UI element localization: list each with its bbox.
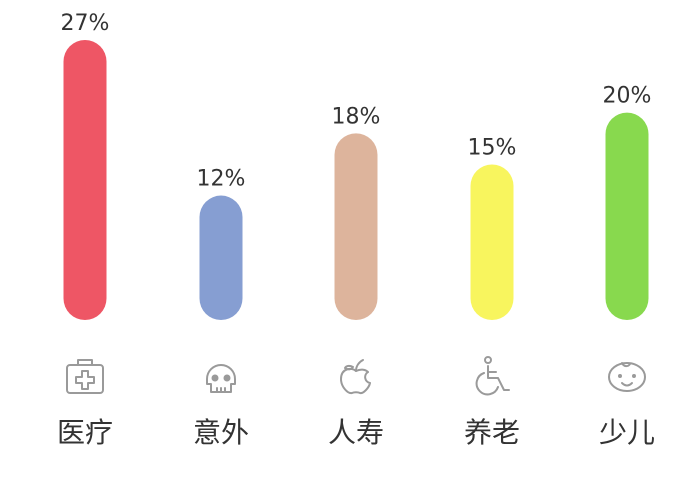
category-label-3: 人寿 bbox=[328, 416, 384, 449]
value-label-2: 12% bbox=[197, 167, 246, 192]
apple-icon bbox=[340, 359, 371, 395]
value-label-3: 18% bbox=[332, 104, 381, 129]
category-labels-layer: 医疗 意外 人寿 养老 少儿 bbox=[57, 416, 655, 449]
category-label-2: 意外 bbox=[193, 416, 249, 449]
value-labels-layer: 27% 12% 18% 15% 20% bbox=[61, 11, 652, 192]
bars-layer bbox=[63, 40, 649, 320]
baby-face-icon bbox=[608, 362, 646, 392]
bar-3 bbox=[334, 133, 378, 320]
category-label-4: 养老 bbox=[464, 416, 520, 449]
icons-layer bbox=[66, 356, 646, 396]
bar-4 bbox=[470, 164, 514, 320]
skull-icon bbox=[206, 364, 236, 393]
category-label-1: 医疗 bbox=[57, 416, 113, 449]
value-label-5: 20% bbox=[603, 84, 652, 109]
category-label-5: 少儿 bbox=[599, 416, 655, 449]
wheelchair-icon bbox=[475, 356, 510, 396]
bar-2 bbox=[199, 195, 243, 320]
value-label-1: 27% bbox=[61, 11, 110, 36]
value-label-4: 15% bbox=[468, 135, 517, 160]
medical-kit-icon bbox=[66, 359, 104, 394]
bar-5 bbox=[605, 112, 649, 320]
bar-1 bbox=[63, 40, 107, 320]
